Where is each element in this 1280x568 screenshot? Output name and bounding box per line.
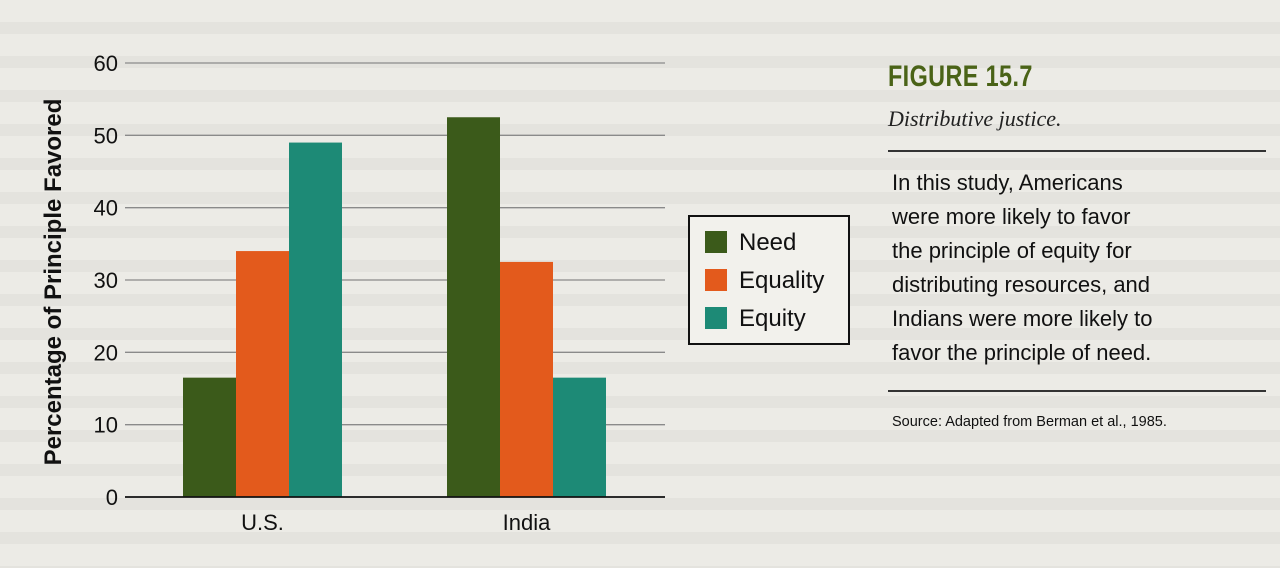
divider-top: [888, 150, 1266, 152]
x-tick-label: India: [503, 510, 551, 535]
x-tick-label: U.S.: [241, 510, 284, 535]
figure-caption: FIGURE 15.7 Distributive justice. In thi…: [888, 60, 1266, 430]
bars: [183, 117, 606, 498]
legend-swatch-equity: [705, 307, 727, 329]
legend-swatch-need: [705, 231, 727, 253]
legend-label-need: Need: [739, 229, 796, 256]
bar-equality-us: [236, 251, 289, 497]
figure-source: Source: Adapted from Berman et al., 1985…: [892, 414, 1167, 430]
legend-label-equity: Equity: [739, 305, 806, 332]
y-tick-label: 50: [94, 123, 118, 148]
legend-label-equality: Equality: [739, 267, 824, 294]
y-axis-label: Percentage of Principle Favored: [40, 99, 67, 466]
divider-bottom: [888, 390, 1266, 392]
axes: 0 10 20 30 40 50 60 U.S. India: [94, 51, 665, 535]
y-tick-label: 40: [94, 196, 118, 221]
bar-need-us: [183, 377, 236, 497]
bar-equity-india: [553, 377, 606, 497]
legend: Need Equality Equity: [688, 215, 850, 345]
bar-equity-us: [289, 142, 342, 498]
figure-subtitle: Distributive justice.: [888, 106, 1062, 131]
figure-body-text: In this study, Americans were more likel…: [892, 170, 1153, 365]
legend-swatch-equality: [705, 269, 727, 291]
y-tick-label: 60: [94, 51, 118, 76]
y-tick-label: 20: [94, 340, 118, 365]
y-tick-label: 30: [94, 268, 118, 293]
gridlines: [125, 62, 665, 426]
figure-title: FIGURE 15.7: [888, 60, 1033, 93]
bar-need-india: [447, 117, 500, 497]
bar-equality-india: [500, 261, 553, 497]
y-tick-label: 10: [94, 413, 118, 438]
bar-chart: 0 10 20 30 40 50 60 U.S. India Percentage of Pri…: [40, 51, 850, 535]
y-tick-label: 0: [106, 485, 118, 510]
